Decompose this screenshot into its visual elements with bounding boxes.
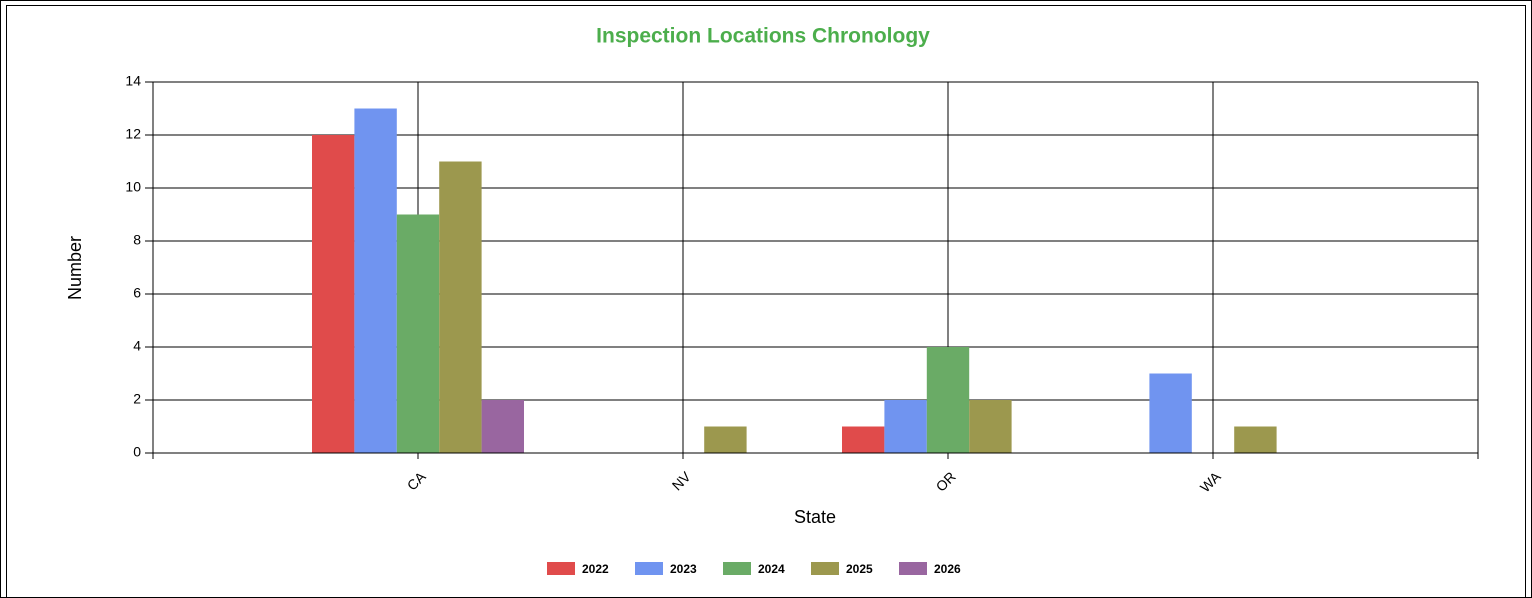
legend-swatch bbox=[811, 562, 839, 575]
bar bbox=[926, 347, 970, 453]
legend-swatch bbox=[899, 562, 927, 575]
bar bbox=[439, 161, 482, 453]
y-tick-label: 10 bbox=[125, 179, 141, 195]
y-tick-label: 14 bbox=[125, 73, 141, 89]
bar bbox=[396, 214, 440, 453]
legend-label: 2022 bbox=[582, 562, 609, 576]
bar bbox=[704, 426, 747, 453]
y-axis-label: Number bbox=[65, 236, 85, 300]
legend-swatch bbox=[547, 562, 575, 575]
bar bbox=[969, 400, 1012, 453]
y-tick-label: 4 bbox=[133, 338, 141, 354]
legend-swatch bbox=[723, 562, 751, 575]
y-tick-label: 12 bbox=[125, 126, 141, 142]
bar bbox=[1149, 373, 1192, 453]
bar bbox=[884, 400, 927, 453]
y-tick-label: 8 bbox=[133, 232, 141, 248]
bar bbox=[842, 426, 885, 453]
x-tick-label: WA bbox=[1197, 468, 1224, 495]
bar bbox=[354, 108, 397, 453]
x-tick-label: OR bbox=[933, 468, 959, 494]
x-axis-label: State bbox=[794, 507, 836, 527]
bar bbox=[1234, 426, 1277, 453]
bar bbox=[481, 400, 524, 453]
y-tick-label: 0 bbox=[133, 444, 141, 460]
legend-swatch bbox=[635, 562, 663, 575]
legend-label: 2025 bbox=[846, 562, 873, 576]
legend-label: 2024 bbox=[758, 562, 785, 576]
bar bbox=[312, 135, 355, 453]
y-tick-label: 2 bbox=[133, 391, 141, 407]
x-tick-label: CA bbox=[404, 468, 430, 494]
y-tick-label: 6 bbox=[133, 285, 141, 301]
x-tick-label: NV bbox=[669, 468, 695, 494]
legend-label: 2026 bbox=[934, 562, 961, 576]
legend-label: 2023 bbox=[670, 562, 697, 576]
chart-title: Inspection Locations Chronology bbox=[596, 25, 930, 48]
inner-border bbox=[6, 5, 1526, 598]
